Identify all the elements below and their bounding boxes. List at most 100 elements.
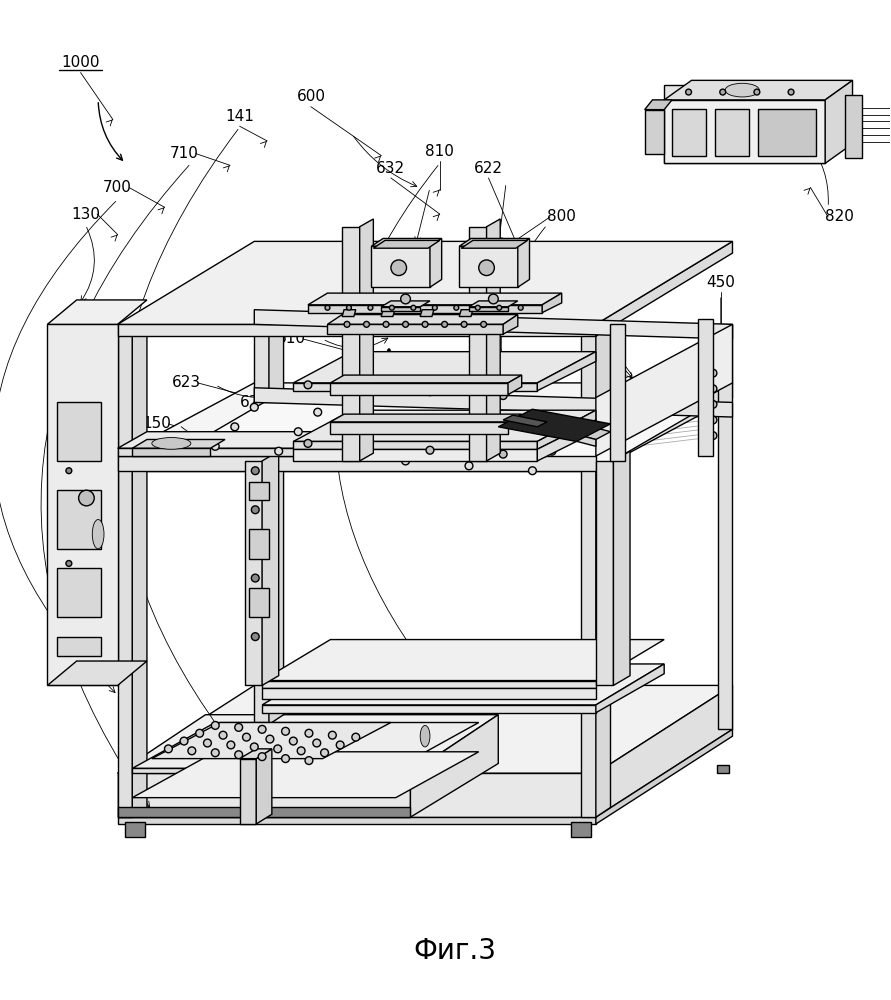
Polygon shape — [328, 324, 503, 334]
Polygon shape — [132, 315, 147, 817]
Polygon shape — [118, 456, 596, 471]
Circle shape — [403, 321, 408, 327]
Polygon shape — [262, 664, 664, 705]
Circle shape — [274, 745, 282, 753]
Text: 130: 130 — [71, 207, 100, 222]
Circle shape — [426, 446, 434, 454]
Circle shape — [234, 751, 242, 759]
Polygon shape — [254, 388, 732, 417]
Polygon shape — [825, 80, 853, 163]
Polygon shape — [118, 324, 596, 336]
Circle shape — [165, 745, 172, 753]
Polygon shape — [503, 315, 518, 334]
Polygon shape — [118, 807, 411, 817]
Circle shape — [389, 305, 395, 310]
Text: 710: 710 — [169, 146, 199, 161]
Circle shape — [704, 439, 712, 447]
Bar — [249, 588, 269, 617]
Polygon shape — [372, 246, 430, 287]
Text: 820: 820 — [825, 209, 854, 224]
Circle shape — [720, 89, 725, 95]
Ellipse shape — [93, 520, 104, 549]
Polygon shape — [381, 307, 421, 311]
Circle shape — [499, 392, 507, 399]
Bar — [57, 490, 101, 549]
Polygon shape — [47, 324, 118, 685]
Polygon shape — [372, 238, 442, 246]
Circle shape — [329, 731, 336, 739]
Circle shape — [78, 490, 94, 506]
Circle shape — [499, 450, 507, 458]
Circle shape — [686, 89, 691, 95]
Circle shape — [377, 413, 385, 421]
Polygon shape — [537, 420, 596, 461]
Circle shape — [488, 294, 498, 304]
Circle shape — [519, 305, 523, 310]
Circle shape — [298, 747, 305, 755]
Polygon shape — [596, 383, 732, 471]
Polygon shape — [269, 315, 283, 724]
Circle shape — [422, 321, 428, 327]
Polygon shape — [430, 238, 442, 287]
Polygon shape — [257, 749, 272, 824]
Circle shape — [568, 428, 576, 436]
Polygon shape — [118, 456, 596, 471]
Polygon shape — [486, 219, 500, 461]
Polygon shape — [293, 383, 537, 391]
Circle shape — [504, 423, 512, 431]
Circle shape — [274, 447, 282, 455]
Text: 632: 632 — [376, 161, 405, 176]
Circle shape — [352, 733, 360, 741]
Polygon shape — [118, 383, 732, 456]
Polygon shape — [596, 664, 664, 713]
Circle shape — [401, 294, 411, 304]
Circle shape — [383, 692, 389, 698]
Polygon shape — [459, 246, 518, 287]
Circle shape — [251, 506, 259, 514]
Polygon shape — [581, 324, 596, 817]
Bar — [57, 568, 101, 617]
Circle shape — [475, 305, 480, 310]
Circle shape — [266, 735, 274, 743]
Circle shape — [282, 755, 290, 763]
Polygon shape — [373, 240, 440, 248]
Circle shape — [358, 433, 365, 440]
Circle shape — [481, 321, 486, 327]
Polygon shape — [262, 688, 596, 699]
Circle shape — [402, 457, 410, 465]
Circle shape — [250, 403, 258, 411]
Circle shape — [211, 442, 219, 450]
Circle shape — [462, 321, 467, 327]
Polygon shape — [147, 402, 713, 471]
Polygon shape — [664, 100, 825, 163]
Ellipse shape — [725, 83, 759, 97]
Circle shape — [234, 723, 242, 731]
Circle shape — [242, 733, 250, 741]
Ellipse shape — [151, 438, 191, 449]
Polygon shape — [47, 661, 147, 685]
Circle shape — [188, 747, 196, 755]
Circle shape — [574, 692, 579, 698]
Polygon shape — [244, 461, 262, 685]
Polygon shape — [308, 305, 543, 313]
Circle shape — [304, 381, 312, 389]
Circle shape — [304, 439, 312, 447]
Polygon shape — [262, 640, 664, 681]
Text: 450: 450 — [707, 275, 735, 290]
Polygon shape — [240, 759, 257, 824]
Text: 623: 623 — [171, 375, 200, 390]
Circle shape — [383, 321, 389, 327]
Circle shape — [282, 727, 290, 735]
Circle shape — [313, 739, 321, 747]
Circle shape — [368, 305, 372, 310]
Circle shape — [528, 467, 536, 475]
Circle shape — [251, 574, 259, 582]
Circle shape — [250, 743, 258, 751]
Circle shape — [704, 377, 712, 385]
Circle shape — [704, 393, 712, 400]
Polygon shape — [118, 448, 372, 456]
Circle shape — [709, 385, 717, 393]
Polygon shape — [645, 110, 664, 154]
Circle shape — [305, 757, 313, 764]
Circle shape — [411, 305, 416, 310]
